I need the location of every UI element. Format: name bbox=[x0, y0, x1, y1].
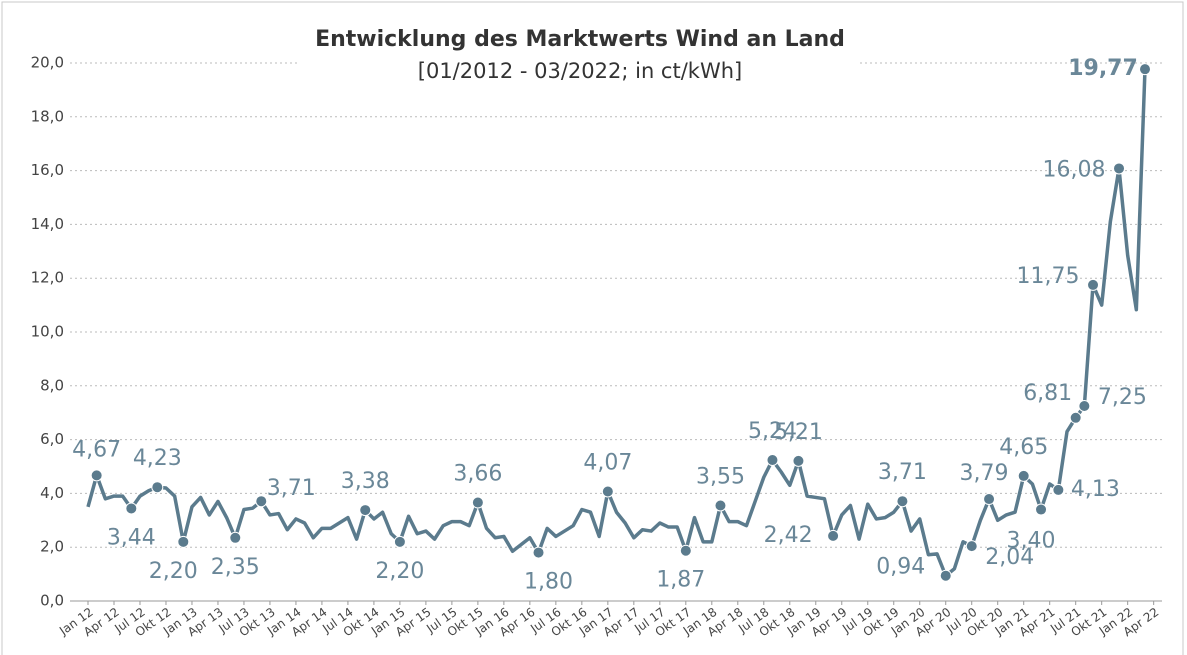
data-label: 2,04 bbox=[985, 545, 1034, 570]
data-label: 3,71 bbox=[878, 460, 927, 485]
data-point bbox=[983, 493, 996, 506]
data-label: 5,21 bbox=[774, 420, 823, 445]
data-point bbox=[1078, 399, 1091, 412]
y-tick-label: 10,0 bbox=[31, 323, 64, 341]
data-point bbox=[359, 504, 372, 517]
data-point bbox=[90, 469, 103, 482]
y-tick-label: 16,0 bbox=[31, 161, 64, 179]
data-label: 2,20 bbox=[149, 559, 198, 584]
data-label: 3,66 bbox=[453, 462, 502, 487]
data-label: 3,44 bbox=[107, 525, 156, 550]
data-point bbox=[393, 535, 406, 548]
data-point bbox=[792, 454, 805, 467]
data-label: 4,23 bbox=[133, 446, 182, 471]
data-label: 3,71 bbox=[267, 476, 316, 501]
grid bbox=[70, 62, 1162, 602]
data-point bbox=[1017, 469, 1030, 482]
data-point bbox=[766, 454, 779, 467]
data-point bbox=[1087, 278, 1100, 291]
title-backdrop bbox=[300, 22, 860, 88]
data-point bbox=[151, 481, 164, 494]
y-tick-label: 2,0 bbox=[40, 538, 64, 556]
data-point bbox=[714, 499, 727, 512]
data-label: 19,77 bbox=[1068, 56, 1138, 81]
data-point bbox=[1113, 162, 1126, 175]
data-label: 11,75 bbox=[1017, 264, 1080, 289]
data-point bbox=[471, 496, 484, 509]
data-point bbox=[125, 502, 138, 515]
data-label: 0,94 bbox=[876, 555, 925, 580]
y-tick-label: 12,0 bbox=[31, 269, 64, 287]
data-label: 4,67 bbox=[72, 437, 121, 462]
data-point bbox=[896, 495, 909, 508]
data-point bbox=[1139, 63, 1151, 76]
data-point bbox=[1052, 483, 1065, 496]
data-label: 4,13 bbox=[1071, 477, 1120, 502]
data-point bbox=[965, 540, 978, 553]
data-point bbox=[532, 546, 545, 559]
data-point bbox=[679, 544, 692, 557]
data-point bbox=[827, 529, 840, 542]
data-label: 6,81 bbox=[1023, 381, 1072, 406]
data-label: 2,35 bbox=[211, 555, 260, 580]
data-point bbox=[255, 495, 268, 508]
data-label: 3,40 bbox=[1007, 529, 1056, 554]
data-label: 5,24 bbox=[748, 419, 797, 444]
data-point bbox=[1035, 503, 1048, 516]
data-label: 16,08 bbox=[1043, 157, 1106, 182]
data-point bbox=[177, 535, 190, 548]
y-tick-label: 18,0 bbox=[31, 107, 64, 125]
data-point bbox=[229, 531, 242, 544]
y-tick-label: 6,0 bbox=[40, 430, 64, 448]
chart-title: Entwicklung des Marktwerts Wind an Land bbox=[315, 27, 845, 52]
y-tick-label: 20,0 bbox=[31, 54, 64, 72]
data-point bbox=[601, 485, 614, 498]
data-label: 1,87 bbox=[656, 568, 705, 593]
data-label: 4,07 bbox=[583, 451, 632, 476]
data-point bbox=[1069, 411, 1082, 424]
data-label: 3,38 bbox=[341, 469, 390, 494]
y-tick-label: 8,0 bbox=[40, 376, 64, 394]
data-label: 3,55 bbox=[696, 465, 745, 490]
data-label: 7,25 bbox=[1098, 385, 1147, 410]
data-label: 3,79 bbox=[960, 461, 1009, 486]
y-tick-label: 14,0 bbox=[31, 215, 64, 233]
chart-subtitle: [01/2012 - 03/2022; in ct/kWh] bbox=[418, 59, 742, 83]
data-label: 2,20 bbox=[375, 559, 424, 584]
y-tick-label: 0,0 bbox=[40, 592, 64, 610]
data-label: 1,80 bbox=[524, 570, 573, 595]
y-tick-label: 4,0 bbox=[40, 484, 64, 502]
data-label: 2,42 bbox=[764, 523, 813, 548]
data-point bbox=[939, 569, 952, 582]
data-label: 4,65 bbox=[999, 435, 1048, 460]
